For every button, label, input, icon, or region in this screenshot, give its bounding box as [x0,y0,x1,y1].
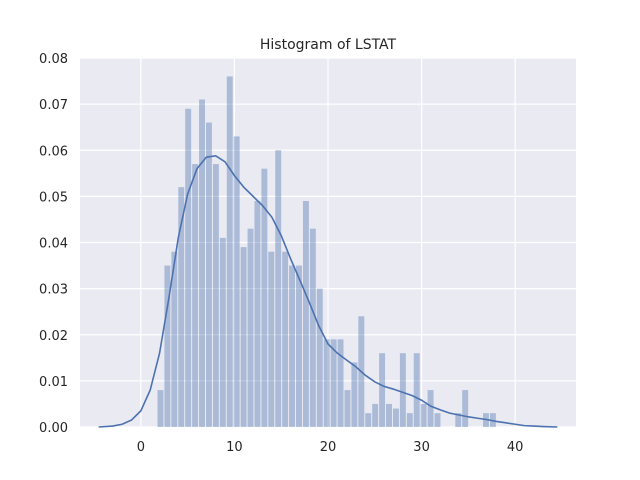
y-tick-label: 0.06 [39,144,68,159]
y-tick-label: 0.00 [39,421,68,436]
histogram-bar [185,108,192,428]
histogram-bar [219,237,226,427]
histogram-bar [282,251,289,427]
histogram-bar [351,362,358,427]
y-axis-ticks: 0.00 0.01 0.02 0.03 0.04 0.05 0.06 0.07 0.08 [39,52,68,436]
histogram-bar [247,228,254,427]
histogram-bar [226,76,233,427]
histogram-bar [323,339,330,427]
histogram-bar [157,390,164,427]
histogram-bar [199,99,205,427]
x-tick-label: 30 [413,440,430,455]
histogram-bar [462,390,469,427]
histogram-bar [386,403,392,427]
histogram-bar [302,200,309,427]
x-tick-label: 20 [320,440,337,455]
x-tick-label: 10 [226,440,243,455]
y-tick-label: 0.04 [39,237,68,252]
x-tick-label: 0 [137,440,145,455]
histogram-bar [330,339,337,427]
histogram-bar [379,353,386,427]
kde-line [98,154,558,428]
histogram-bar [268,251,275,427]
histogram-bar [289,265,296,427]
y-tick-label: 0.05 [39,190,68,205]
histogram-bar [413,353,420,427]
histogram-bar [275,150,282,427]
histogram-bar [296,265,302,427]
y-tick-label: 0.07 [39,98,68,113]
histogram-bar [261,168,268,427]
histogram-bar [233,136,240,427]
x-axis-ticks: 0 10 20 30 40 [137,440,524,455]
histogram-bar [427,390,434,427]
histogram-bar [171,251,178,427]
histogram-bar [406,413,413,427]
histogram-bar [392,408,399,427]
histogram-bar [240,247,247,427]
histogram-bar [178,187,185,427]
histogram-bar [337,339,344,427]
histogram-bar [434,413,441,427]
histogram-bar [372,403,379,427]
histogram-bar [344,390,351,427]
histogram-bar [309,228,316,427]
histogram-bar [205,122,212,427]
y-tick-label: 0.02 [39,329,68,344]
histogram-bar [254,200,261,427]
y-tick-label: 0.03 [39,283,68,298]
chart-title: Histogram of LSTAT [260,37,397,53]
histogram-bar [316,288,323,427]
histogram-bar [365,413,372,427]
histogram-bar [399,353,406,427]
histogram-bar [192,164,199,427]
histogram-bar [455,413,462,427]
x-tick-label: 40 [507,440,524,455]
histogram-bar [164,265,171,427]
y-tick-label: 0.01 [39,375,68,390]
histogram-bar [212,164,219,427]
histogram-bar [420,403,427,427]
histogram-bars [157,76,496,428]
y-tick-label: 0.08 [39,52,68,67]
